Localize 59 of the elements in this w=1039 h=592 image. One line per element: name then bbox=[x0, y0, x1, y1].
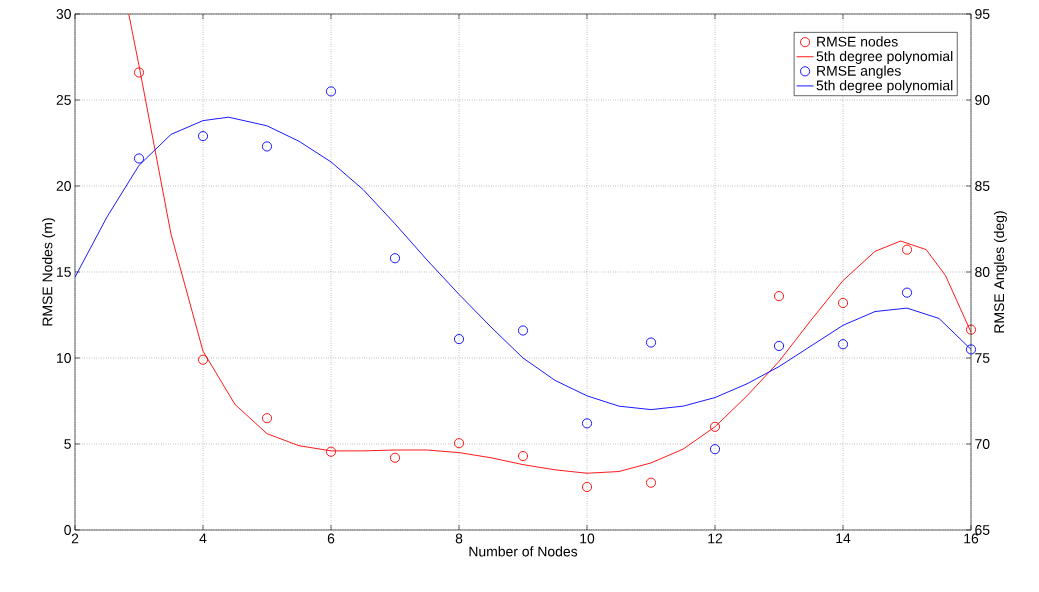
x-tick-label: 2 bbox=[71, 533, 79, 544]
point bbox=[261, 413, 273, 424]
x-tick-label: 16 bbox=[964, 533, 979, 544]
point bbox=[133, 67, 145, 78]
point bbox=[133, 153, 145, 164]
y2-axis-title: RMSE Angles (deg) bbox=[993, 211, 1007, 333]
point bbox=[645, 477, 657, 488]
point bbox=[581, 481, 593, 493]
point bbox=[709, 444, 721, 455]
point bbox=[517, 450, 529, 462]
legend-label: RMSE nodes bbox=[817, 36, 898, 47]
y2-tick-label: 90 bbox=[975, 95, 990, 105]
y2-tick-label: 70 bbox=[975, 439, 990, 449]
x-tick-label: 6 bbox=[327, 533, 335, 544]
point bbox=[325, 446, 337, 457]
point bbox=[517, 325, 529, 336]
point bbox=[261, 141, 273, 152]
point bbox=[581, 418, 593, 429]
legend-label: 5th degree polynomial bbox=[816, 50, 953, 64]
point bbox=[453, 438, 465, 449]
y-tick-label: 30 bbox=[56, 9, 71, 19]
x-tick-label: 8 bbox=[455, 533, 463, 544]
line-series bbox=[75, 116, 972, 411]
point bbox=[837, 297, 849, 309]
y-tick-label: 25 bbox=[56, 95, 71, 105]
x-tick-label: 10 bbox=[580, 533, 595, 544]
y2-tick-label: 75 bbox=[975, 353, 990, 363]
y-tick-label: 5 bbox=[64, 439, 71, 449]
x-axis-title: Number of Nodes bbox=[469, 546, 578, 557]
y2-tick-label: 95 bbox=[975, 9, 990, 19]
x-tick-label: 12 bbox=[708, 533, 723, 544]
point bbox=[965, 324, 977, 335]
y-tick-label: 20 bbox=[56, 181, 71, 191]
x-tick-label: 14 bbox=[836, 533, 851, 544]
point bbox=[645, 337, 657, 348]
y-tick-label: 10 bbox=[57, 353, 71, 363]
point bbox=[901, 244, 913, 255]
line-series bbox=[128, 14, 972, 474]
y-tick-label: 0 bbox=[64, 525, 71, 535]
point bbox=[197, 131, 209, 142]
point bbox=[773, 340, 785, 352]
y2-tick-label: 65 bbox=[975, 525, 990, 535]
point bbox=[389, 253, 401, 264]
point bbox=[197, 354, 209, 365]
point bbox=[901, 287, 913, 298]
point bbox=[709, 421, 721, 432]
point bbox=[453, 334, 465, 345]
legend-label: 5th degree polynomial bbox=[816, 80, 953, 94]
point bbox=[773, 291, 785, 302]
y-axis-title: RMSE Nodes (m) bbox=[42, 218, 56, 326]
x-tick-label: 4 bbox=[199, 533, 207, 544]
point bbox=[325, 86, 337, 97]
point bbox=[389, 452, 401, 463]
point bbox=[965, 344, 977, 355]
y2-tick-label: 85 bbox=[975, 181, 990, 191]
y-tick-label: 15 bbox=[57, 267, 71, 277]
y2-tick-label: 80 bbox=[975, 267, 990, 277]
point bbox=[837, 339, 849, 350]
legend-label: RMSE angles bbox=[817, 65, 901, 79]
